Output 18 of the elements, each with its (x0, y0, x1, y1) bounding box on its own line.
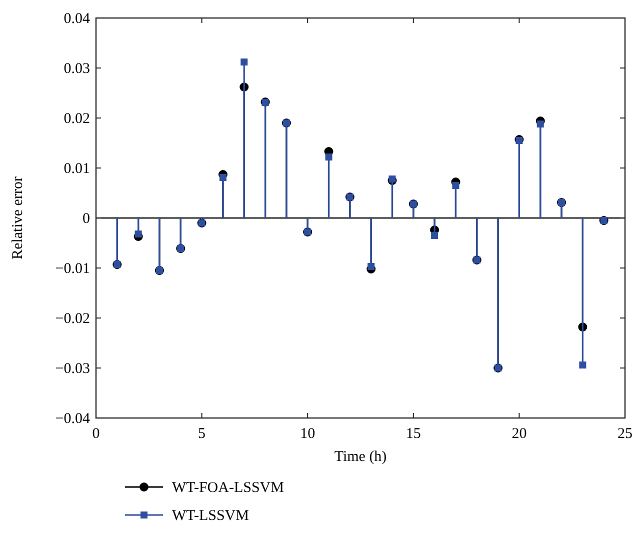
y-tick-label: −0.02 (55, 311, 90, 327)
x-tick-label: 5 (198, 426, 206, 442)
y-tick-label: 0.03 (64, 61, 90, 77)
x-tick-label: 20 (512, 426, 527, 442)
y-tick-label: −0.04 (55, 411, 90, 427)
x-tick-label: 15 (406, 426, 421, 442)
x-tick-label: 10 (300, 426, 316, 442)
y-tick-label: −0.03 (55, 361, 90, 377)
legend-label: WT-LSSVM (172, 508, 249, 524)
x-tick-label: 25 (618, 426, 632, 442)
y-tick-label: 0 (82, 211, 90, 227)
legend-label: WT-FOA-LSSVM (172, 480, 284, 496)
y-tick-label: 0.02 (64, 111, 90, 127)
y-axis-title: Relative error (10, 176, 26, 260)
y-tick-label: 0.01 (64, 161, 90, 177)
y-tick-label: −0.01 (55, 261, 90, 277)
y-tick-label: 0.04 (64, 11, 90, 27)
x-axis-title: Time (h) (334, 449, 387, 465)
